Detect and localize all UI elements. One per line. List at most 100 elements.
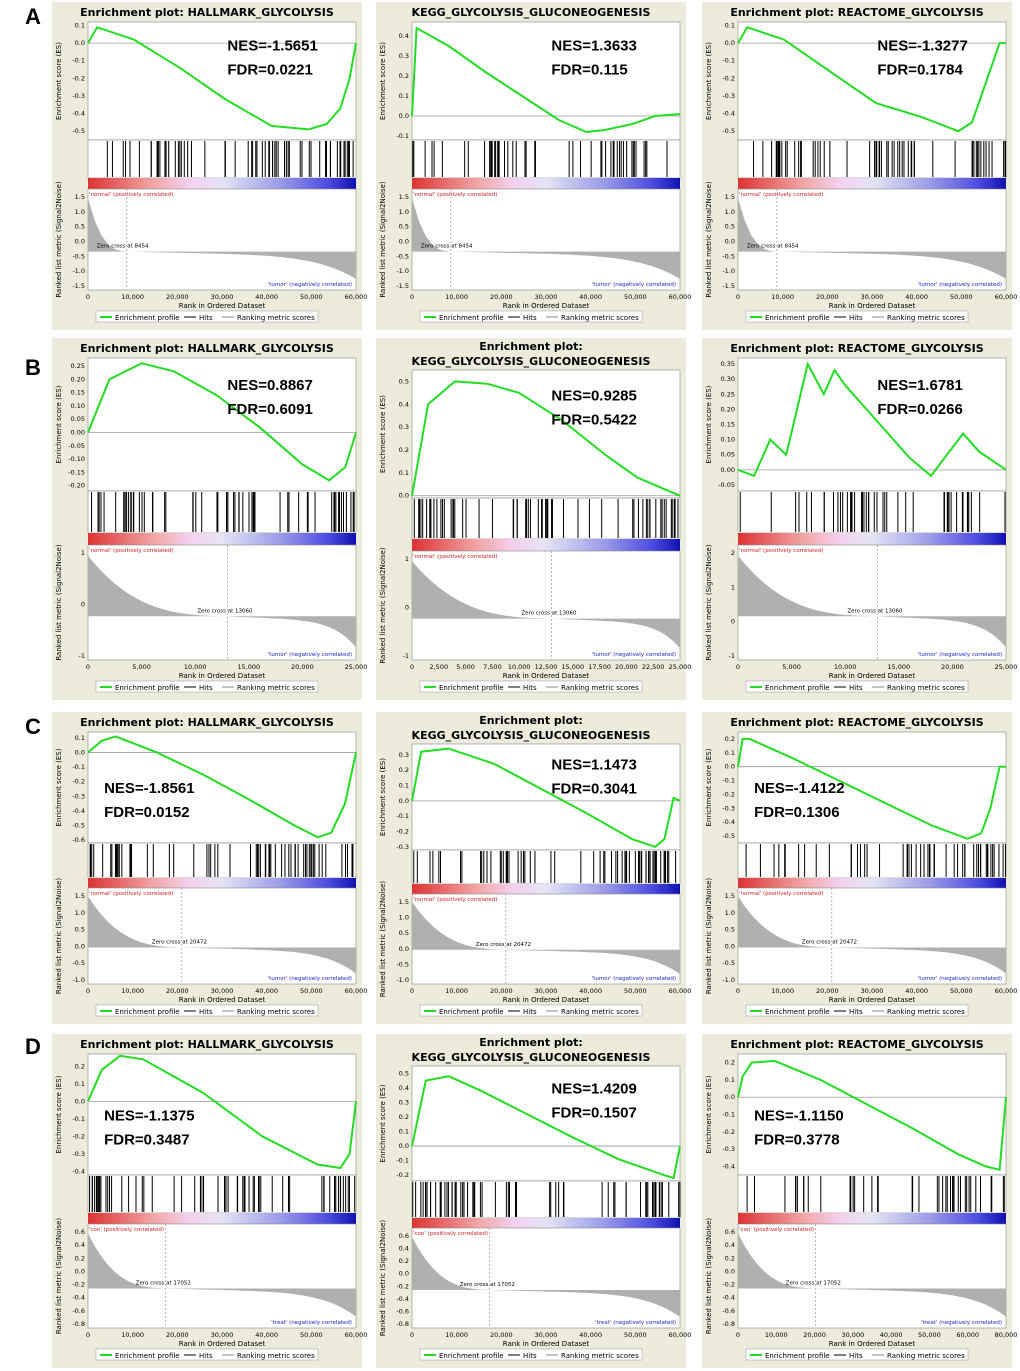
x-tick-label: 0 <box>736 987 740 995</box>
es-tick-label: 0.0 <box>725 39 735 47</box>
gsea-panel-D-1: Enrichment plot: HALLMARK_GLYCOLYSIS 0.2 0… <box>52 1034 367 1368</box>
rank-color-bar <box>412 539 680 551</box>
x-tick-label: 12,500 <box>535 663 558 671</box>
metric-tick-label: -0.2 <box>72 1281 85 1289</box>
metric-tick-label: 1.5 <box>725 193 735 201</box>
es-tick-label: 0.0 <box>399 112 409 120</box>
es-tick-label: -0.1 <box>72 1115 85 1123</box>
zero-cross-label: Zero cross at 20472 <box>802 940 857 946</box>
es-tick-label: 0.00 <box>71 428 85 436</box>
metric-plot-area <box>411 188 681 291</box>
nes-label: NES=0.8867 <box>227 377 312 394</box>
es-tick-label: 0.0 <box>399 492 409 500</box>
x-tick-label: 60,000 <box>956 1331 979 1339</box>
rank-color-bar <box>88 533 356 545</box>
legend-metric-label: Ranking metric scores <box>561 1008 639 1016</box>
x-tick-label: 20,000 <box>803 1331 826 1339</box>
rank-color-bar <box>738 1213 1006 1224</box>
gsea-panel-A-2: KEGG_GLYCOLYSIS_GLUCONEOGENESIS 0.4 0.3 0.2… <box>376 2 691 330</box>
x-tick-label: 15,000 <box>561 663 584 671</box>
es-tick-label: 0.3 <box>399 1098 409 1106</box>
legend-box <box>419 680 643 693</box>
metric-tick-label: 0.4 <box>75 1241 85 1249</box>
x-tick-label: 10,000 <box>834 663 857 671</box>
x-tick-label: 30,000 <box>211 987 234 995</box>
x-tick-label: 10,000 <box>445 293 468 301</box>
fdr-label: FDR=0.5422 <box>551 412 636 429</box>
panel-title: KEGG_GLYCOLYSIS_GLUCONEOGENESIS <box>412 6 651 19</box>
legend-metric-label: Ranking metric scores <box>887 1352 965 1360</box>
positive-class-label: 'con' (positively correlated) <box>413 1231 488 1237</box>
es-tick-label: 0.1 <box>725 749 735 757</box>
es-y-label: Enrichment score (ES) <box>379 1084 387 1162</box>
legend-profile-label: Enrichment profile <box>439 1352 504 1360</box>
legend-box <box>745 1004 969 1017</box>
x-tick-label: 20,000 <box>490 987 513 995</box>
legend-hits-label: Hits <box>199 684 213 692</box>
x-axis-label: Rank in Ordered Dataset <box>179 1340 266 1348</box>
metric-tick-label: -0.4 <box>72 1294 85 1302</box>
metric-tick-label: 1.0 <box>399 208 409 216</box>
negative-class-label: 'tumor' (negatively correlated) <box>918 976 1002 982</box>
x-tick-label: 10,000 <box>508 663 531 671</box>
metric-plot-area <box>737 1223 1007 1329</box>
es-tick-label: -0.4 <box>722 110 735 118</box>
positive-class-label: 'con' (positively correlated) <box>89 1227 164 1233</box>
es-plot-area <box>87 357 357 492</box>
x-tick-label: 30,000 <box>841 1331 864 1339</box>
es-tick-label: 0.0 <box>75 39 85 47</box>
x-tick-label: 25,000 <box>995 663 1018 671</box>
panel-title: Enrichment plot: <box>479 340 583 353</box>
es-plot-area <box>87 731 357 844</box>
negative-class-label: 'tumor' (negatively correlated) <box>918 282 1002 288</box>
es-tick-label: 0.2 <box>399 72 409 80</box>
es-tick-label: 0.4 <box>399 1084 409 1092</box>
x-tick-label: 0 <box>410 1331 414 1339</box>
negative-class-label: 'treat' (negatively correlated) <box>595 1320 676 1326</box>
gsea-panel-C-1: Enrichment plot: HALLMARK_GLYCOLYSIS 0.1 0… <box>52 712 367 1024</box>
x-tick-label: 10,000 <box>121 293 144 301</box>
es-tick-label: -0.3 <box>396 843 409 851</box>
x-tick-label: 20,000 <box>615 663 638 671</box>
es-tick-label: -0.4 <box>72 1167 85 1175</box>
x-tick-label: 10,000 <box>445 987 468 995</box>
rank-color-bar <box>88 178 356 189</box>
es-tick-label: 0.1 <box>725 22 735 30</box>
x-tick-label: 60,000 <box>669 1331 692 1339</box>
fdr-label: FDR=0.6091 <box>227 401 312 418</box>
es-tick-label: 0.4 <box>399 400 409 408</box>
hits-strip <box>87 490 357 534</box>
metric-tick-label: 1.5 <box>399 193 409 201</box>
metric-tick-label: 1.5 <box>75 892 85 900</box>
es-tick-label: -0.1 <box>722 777 735 785</box>
legend-metric-label: Ranking metric scores <box>887 684 965 692</box>
positive-class-label: 'normal' (positively correlated) <box>413 192 497 198</box>
es-tick-label: 0.1 <box>75 1080 85 1088</box>
metric-y-label: Ranked list metric (Signal2Noise) <box>705 1218 713 1335</box>
metric-tick-label: -1.0 <box>72 267 85 275</box>
legend-metric-label: Ranking metric scores <box>237 684 315 692</box>
legend-hits-label: Hits <box>199 1008 213 1016</box>
x-tick-label: 30,000 <box>535 1331 558 1339</box>
legend-metric-label: Ranking metric scores <box>561 314 639 322</box>
hits-strip <box>737 490 1007 534</box>
es-tick-label: 0.35 <box>721 360 735 368</box>
x-tick-label: 20,000 <box>291 663 314 671</box>
enrichment-profile-line <box>87 735 357 839</box>
metric-tick-label: -0.6 <box>722 1307 735 1315</box>
es-tick-label: 0.00 <box>721 466 735 474</box>
x-tick-label: 0 <box>410 663 414 671</box>
es-y-label: Enrichment score (ES) <box>705 1075 713 1153</box>
x-tick-label: 20,000 <box>816 987 839 995</box>
fdr-label: FDR=0.3041 <box>551 780 636 797</box>
metric-tick-label: 0.4 <box>399 1245 409 1253</box>
nes-label: NES=1.6781 <box>877 377 962 394</box>
panel-letter-A: A <box>25 4 41 29</box>
x-tick-label: 5,000 <box>782 663 801 671</box>
x-axis-label: Rank in Ordered Dataset <box>503 996 590 1004</box>
panel-title: Enrichment plot: REACTOME_GLYCOLYSIS <box>730 342 983 355</box>
es-y-label: Enrichment score (ES) <box>379 395 387 473</box>
panel-letter-B: B <box>25 355 41 380</box>
fdr-label: FDR=0.1507 <box>551 1105 636 1122</box>
